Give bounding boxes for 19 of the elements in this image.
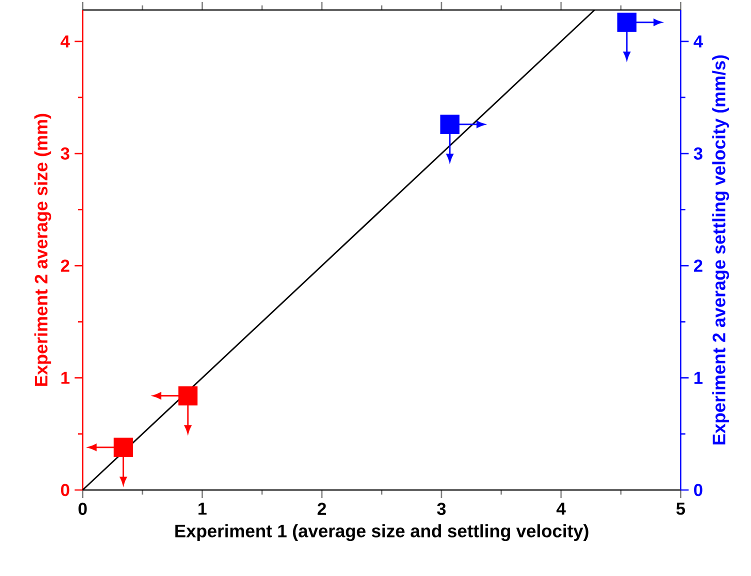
- x-tick-label: 1: [198, 502, 207, 515]
- x-tick-label: 2: [318, 502, 326, 515]
- y2-tick-label: 1: [694, 372, 703, 384]
- x-axis-title: Experiment 1 (average size and settling velocity): [175, 524, 588, 542]
- y-tick-label: 3: [60, 147, 70, 160]
- x-tick-label: 5: [676, 502, 685, 515]
- y-tick-label: 1: [61, 372, 70, 384]
- y-axis-title: Experiment 2 average size (mm): [34, 114, 52, 386]
- y2-axis-title: Experiment 2 average settling velocity (mm/s): [712, 55, 730, 444]
- y2-tick-label: 2: [694, 260, 702, 272]
- y-tick-label: 4: [60, 35, 70, 48]
- x-tick-label: 3: [437, 502, 446, 515]
- y2-tick-label: 0: [694, 484, 702, 496]
- x-tick-label: 0: [78, 502, 87, 515]
- y2-tick-label: 3: [694, 147, 702, 160]
- y-tick-label: 2: [60, 260, 70, 272]
- x-tick-label: 4: [556, 502, 566, 515]
- y2-tick-label: 4: [694, 35, 703, 48]
- y-tick-label: 0: [61, 484, 70, 496]
